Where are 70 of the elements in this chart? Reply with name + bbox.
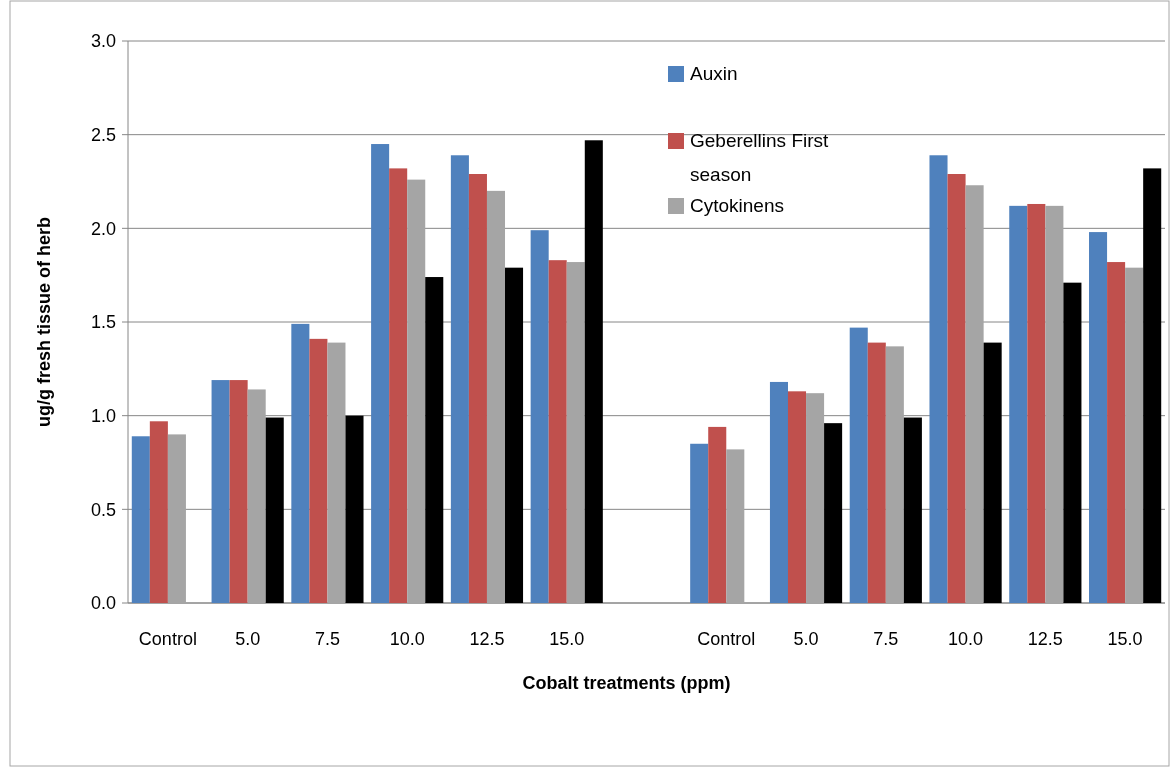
bar — [131, 436, 150, 603]
bar — [787, 391, 807, 603]
bar — [505, 267, 524, 603]
bar — [530, 230, 549, 603]
x-axis-title: Cobalt treatments (ppm) — [522, 673, 731, 693]
bar — [149, 421, 168, 603]
x-tick-label: Control — [138, 629, 197, 649]
x-tick-label: 7.5 — [314, 629, 340, 649]
bar — [1027, 203, 1046, 603]
bar — [947, 174, 966, 603]
y-tick-label: 2.0 — [90, 218, 116, 239]
x-tick-label: 7.5 — [873, 629, 899, 649]
bar — [1107, 262, 1126, 603]
bar — [450, 155, 469, 603]
legend-label: Auxin — [690, 63, 738, 84]
bar — [769, 381, 788, 603]
y-tick-label: 3.0 — [90, 31, 116, 52]
y-tick-label: 2.5 — [90, 124, 116, 145]
bar — [468, 174, 487, 603]
bar — [849, 327, 868, 603]
bar — [371, 144, 390, 603]
bar — [265, 417, 284, 603]
bar — [584, 140, 603, 603]
y-axis-title: ug/g fresh tissue of herb — [34, 216, 54, 428]
x-tick-label: 12.5 — [469, 629, 505, 649]
x-tick-label: Control — [697, 629, 756, 649]
y-tick-label: 1.0 — [90, 405, 116, 426]
bar — [309, 338, 328, 603]
bar — [1143, 168, 1162, 603]
y-tick-label: 1.5 — [90, 312, 116, 333]
bar — [167, 434, 186, 603]
bar — [965, 185, 984, 603]
y-tick-label: 0.5 — [90, 499, 116, 520]
x-tick-label: 10.0 — [389, 629, 425, 649]
x-tick-label: 12.5 — [1027, 629, 1063, 649]
bar — [929, 155, 948, 603]
bar — [211, 380, 230, 603]
bar — [1009, 205, 1028, 603]
bar — [867, 342, 886, 603]
bar — [247, 389, 266, 603]
bar — [726, 449, 745, 603]
bar — [291, 323, 310, 603]
bar — [486, 190, 506, 603]
bar — [885, 346, 904, 603]
bar — [824, 423, 843, 603]
bar — [389, 168, 408, 603]
bar — [566, 262, 585, 603]
bar — [1089, 232, 1108, 603]
x-tick-label: 5.0 — [793, 629, 819, 649]
bar — [1063, 282, 1082, 603]
bar — [1045, 205, 1064, 603]
legend-label: Cytokinens — [690, 195, 784, 216]
bar — [983, 342, 1002, 603]
bar — [548, 260, 567, 603]
x-tick-label: 10.0 — [948, 629, 984, 649]
bar — [407, 179, 426, 603]
bar — [1125, 267, 1144, 603]
y-tick-label: 0.0 — [90, 593, 116, 614]
bar — [806, 393, 825, 603]
bar — [708, 426, 727, 603]
bar — [903, 417, 922, 603]
x-tick-label: 15.0 — [549, 629, 585, 649]
x-tick-label: 15.0 — [1107, 629, 1143, 649]
bar — [425, 277, 444, 603]
bar — [345, 415, 364, 603]
x-tick-label: 5.0 — [235, 629, 261, 649]
bar — [327, 342, 346, 603]
legend-label: Geberellins First season — [690, 130, 830, 185]
bar — [690, 443, 709, 603]
bar — [229, 380, 248, 603]
